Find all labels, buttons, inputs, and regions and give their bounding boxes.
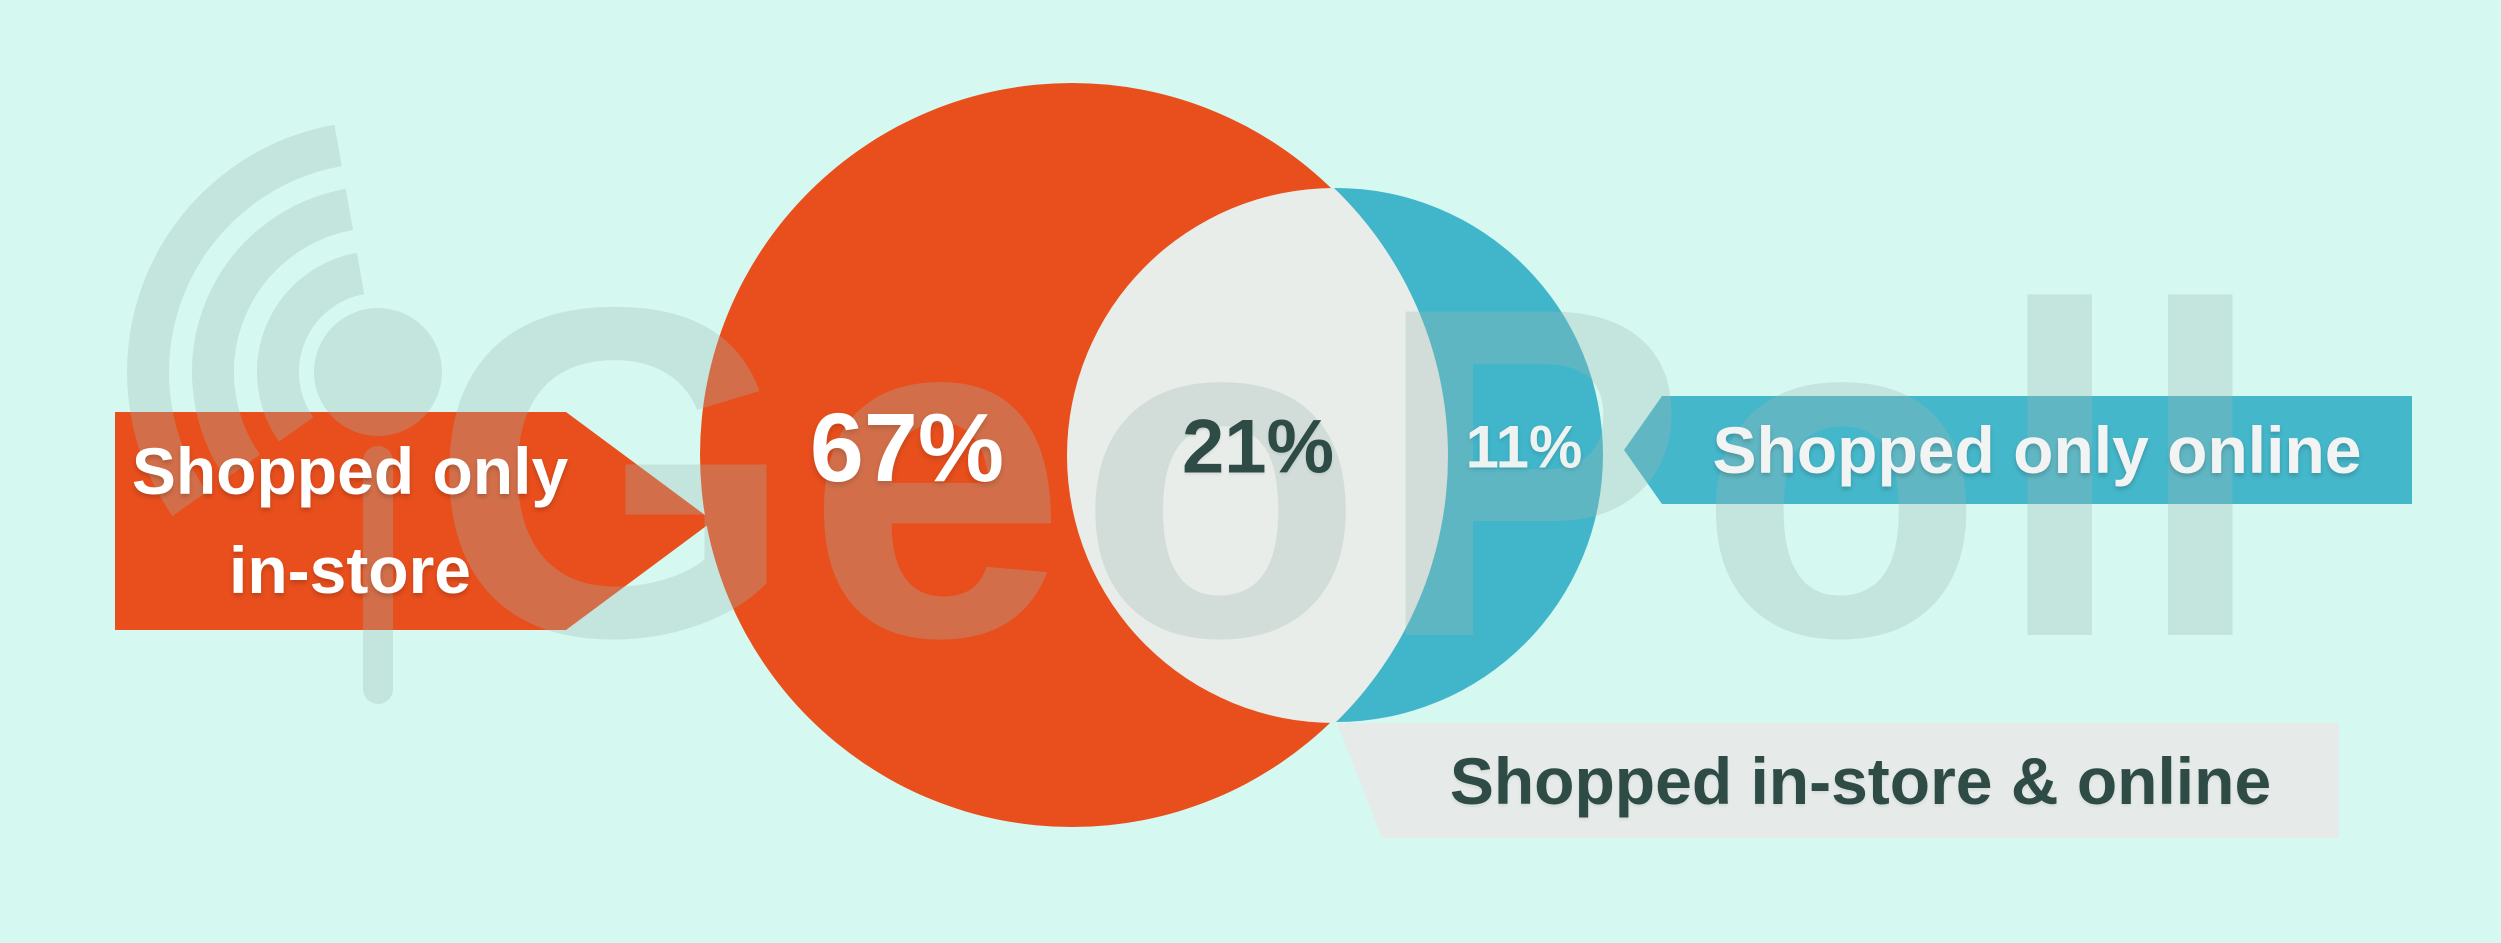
- overlap-lens: [1066, 188, 1448, 724]
- both-callout-box: [1337, 723, 2339, 838]
- pct-online: 11%: [1465, 413, 1583, 481]
- online-callout-box: [1624, 396, 2412, 504]
- in-store-label-line2: in-store: [228, 533, 472, 607]
- in-store-label-line1: Shopped only: [131, 434, 569, 508]
- in-store-callout-label: Shopped only in-store: [115, 412, 585, 630]
- online-label-text: Shopped only online: [1712, 413, 2362, 487]
- both-callout-label: Shopped in-store & online: [1382, 723, 2339, 838]
- in-store-callout-box: [115, 412, 713, 630]
- pct-in-store: 67%: [809, 393, 1005, 502]
- pct-both: 21%: [1181, 404, 1335, 490]
- online-callout-label: Shopped only online: [1662, 396, 2412, 504]
- both-label-text: Shopped in-store & online: [1449, 743, 2272, 818]
